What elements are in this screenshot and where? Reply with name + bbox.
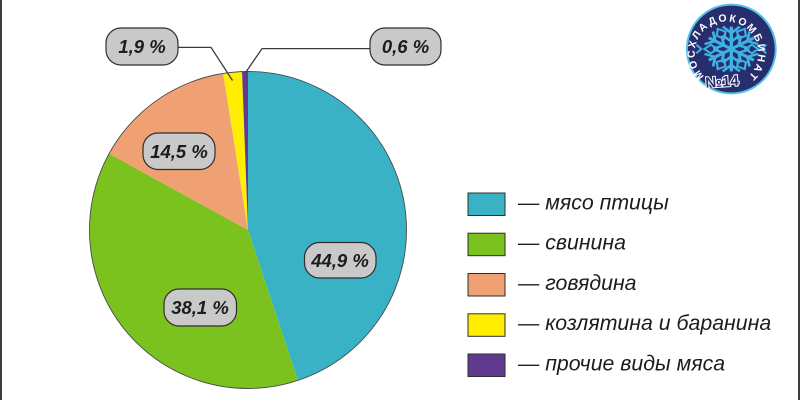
svg-text:38,1 %: 38,1 % (171, 297, 229, 318)
svg-text:44,9 %: 44,9 % (310, 250, 369, 271)
svg-text:— козлятина и баранина: — козлятина и баранина (517, 311, 771, 335)
svg-text:— прочие виды мяса: — прочие виды мяса (517, 351, 725, 375)
svg-text:0,6 %: 0,6 % (382, 36, 429, 57)
svg-text:— свинина: — свинина (517, 231, 626, 255)
svg-text:1,9 %: 1,9 % (118, 36, 165, 57)
svg-text:№14: №14 (705, 72, 740, 91)
svg-text:14,5 %: 14,5 % (150, 141, 208, 162)
svg-text:— говядина: — говядина (517, 271, 637, 295)
svg-text:— мясо птицы: — мясо птицы (517, 190, 669, 214)
